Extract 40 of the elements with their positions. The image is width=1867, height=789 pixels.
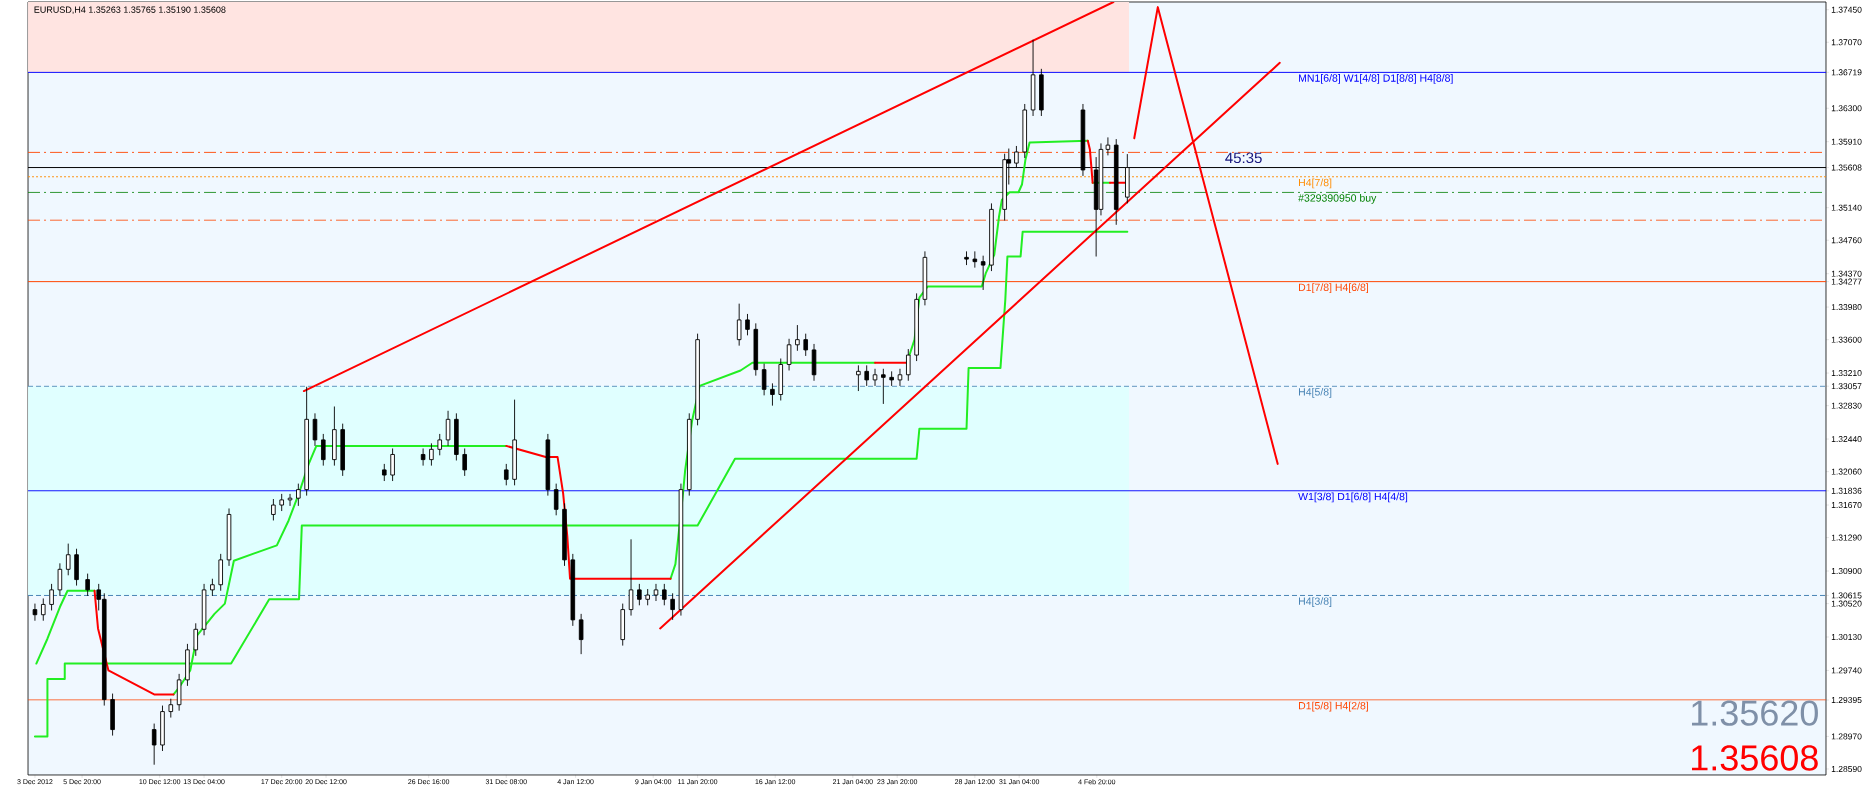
y-tick-label: 1.31290 xyxy=(1831,534,1862,541)
y-tick-label: 1.36300 xyxy=(1831,105,1862,112)
y-tick-label: 1.37450 xyxy=(1831,6,1862,13)
annotation: 45:35 xyxy=(1225,152,1262,164)
ref-line-label: H4[7/8] xyxy=(1299,178,1332,189)
annotation: 1.35608 xyxy=(1692,745,1818,771)
y-tick-label: 1.37070 xyxy=(1831,39,1862,46)
y-tick-label: 1.36719 xyxy=(1831,69,1862,76)
y-tick-label: 1.32830 xyxy=(1831,402,1862,409)
y-tick-label: 1.28970 xyxy=(1831,733,1862,740)
y-tick-label: 1.29740 xyxy=(1831,667,1862,674)
y-tick-label: 1.30520 xyxy=(1831,600,1862,607)
ref-line-label: D1[7/8] H4[6/8] xyxy=(1299,283,1368,294)
annotation: 1.35620 xyxy=(1692,700,1818,726)
y-tick-label: 1.29395 xyxy=(1831,697,1862,703)
y-tick-label: 1.28590 xyxy=(1831,765,1862,772)
y-tick-label: 1.30130 xyxy=(1831,634,1862,641)
y-tick-label: 1.30900 xyxy=(1831,568,1862,575)
y-tick-label: 1.35608 xyxy=(1831,164,1862,171)
y-tick-label: 1.32060 xyxy=(1831,468,1862,475)
y-tick-label: 1.34370 xyxy=(1831,270,1862,277)
y-tick-label: 1.35910 xyxy=(1831,138,1862,145)
y-tick-label: 1.34277 xyxy=(1831,278,1862,285)
ref-line-label: H4[3/8] xyxy=(1299,597,1332,607)
y-tick-label: 1.33980 xyxy=(1831,304,1862,311)
ref-line-label: D1[5/8] H4[2/8] xyxy=(1299,701,1368,712)
ref-line-label: W1[3/8] D1[6/8] H4[4/8] xyxy=(1298,492,1408,503)
chart-title: EURUSD,H4 1.35263 1.35765 1.35190 1.35608 xyxy=(34,6,226,14)
y-tick-label: 1.30615 xyxy=(1831,592,1862,599)
y-tick-label: 1.33600 xyxy=(1831,336,1862,343)
y-tick-label: 1.33210 xyxy=(1831,370,1862,377)
y-tick-label: 1.31836 xyxy=(1831,487,1862,494)
y-tick-label: 1.32440 xyxy=(1831,436,1862,443)
y-tick-label: 1.33057 xyxy=(1831,383,1862,390)
ref-line-label: #329390950 buy xyxy=(1298,193,1377,204)
y-tick-label: 1.35140 xyxy=(1831,204,1862,211)
y-tick-label: 1.34760 xyxy=(1831,237,1862,244)
ref-line-label: MN1[6/8] W1[4/8] D1[8/8] H4[8/8] xyxy=(1299,74,1453,84)
y-tick-label: 1.31670 xyxy=(1831,502,1862,509)
ref-line-label: H4[5/8] xyxy=(1299,387,1332,398)
